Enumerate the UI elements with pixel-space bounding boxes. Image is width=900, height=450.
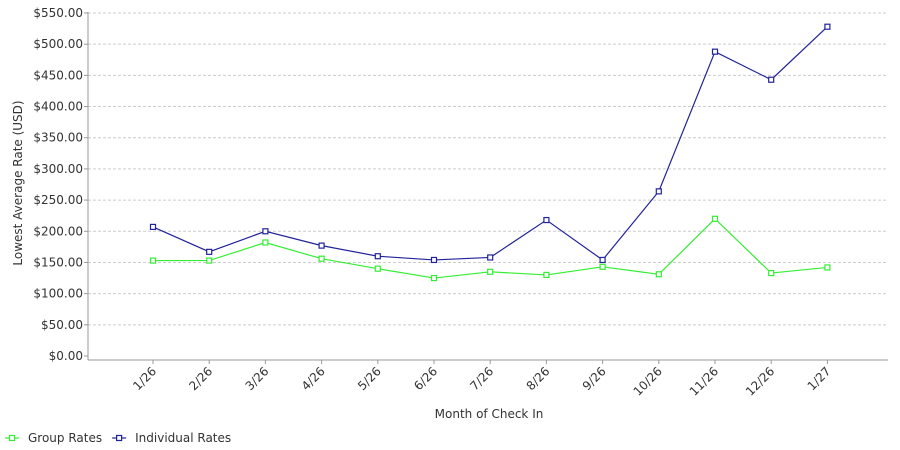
x-tick-label: 5/26 bbox=[355, 364, 384, 393]
y-tick-label: $150.00 bbox=[33, 255, 83, 269]
data-point-individual-rates bbox=[487, 254, 494, 261]
y-tick-label: $300.00 bbox=[33, 162, 83, 176]
x-tick-labels: 1/26 2/26 3/26 4/26 5/26 6/26 7/26 8/26 9/26 10/2… bbox=[130, 360, 834, 399]
x-tick-label: 8/26 bbox=[524, 364, 553, 393]
x-tick-label: 6/26 bbox=[411, 364, 440, 393]
x-tick-label: 7/26 bbox=[467, 364, 496, 393]
x-tick-label: 1/26 bbox=[130, 364, 159, 393]
legend: Group Rates Individual Rates bbox=[5, 431, 231, 445]
y-tick-label: $250.00 bbox=[33, 193, 83, 207]
data-point-group-rates bbox=[543, 271, 550, 279]
x-axis-label: Month of Check In bbox=[435, 407, 544, 421]
x-tick-label: 2/26 bbox=[186, 364, 215, 393]
data-point-group-rates bbox=[206, 257, 213, 264]
series-line-individual-rates bbox=[152, 26, 828, 261]
data-point-group-rates bbox=[711, 215, 719, 222]
y-tick-label: $200.00 bbox=[33, 224, 83, 238]
data-point-individual-rates bbox=[711, 48, 719, 55]
y-axis-label: Lowest Average Rate (USD) bbox=[11, 100, 25, 265]
data-point-group-rates bbox=[824, 264, 831, 271]
x-tick-label: 12/26 bbox=[743, 364, 777, 398]
x-tick-label: 4/26 bbox=[299, 364, 328, 393]
legend-label: Group Rates bbox=[28, 431, 102, 445]
data-point-individual-rates bbox=[206, 248, 213, 255]
data-point-individual-rates bbox=[655, 188, 662, 195]
legend-swatch-marker bbox=[8, 434, 16, 442]
x-tick-label: 1/27 bbox=[805, 364, 834, 393]
data-point-group-rates bbox=[318, 255, 325, 262]
legend-label: Individual Rates bbox=[135, 431, 231, 445]
y-tick-label: $0.00 bbox=[49, 349, 83, 363]
y-tick-labels: $0.00 $50.00 $100.00 $150.00 $200.00 $250.00 $… bbox=[33, 6, 88, 363]
x-tick-label: 11/26 bbox=[687, 364, 721, 398]
data-point-individual-rates bbox=[262, 228, 269, 235]
y-tick-label: $50.00 bbox=[41, 318, 83, 332]
data-point-individual-rates bbox=[149, 223, 157, 231]
data-point-group-rates bbox=[374, 265, 381, 272]
x-tick-label: 9/26 bbox=[580, 364, 609, 393]
series-group bbox=[149, 23, 831, 282]
data-point-group-rates bbox=[262, 239, 269, 246]
data-point-individual-rates bbox=[318, 242, 325, 249]
data-point-group-rates bbox=[655, 271, 662, 278]
legend-swatch-marker bbox=[116, 434, 123, 442]
legend-item-individual-rates: Individual Rates bbox=[112, 431, 231, 445]
y-tick-label: $100.00 bbox=[33, 287, 83, 301]
data-point-individual-rates bbox=[824, 23, 831, 30]
data-point-individual-rates bbox=[430, 256, 438, 264]
data-point-individual-rates bbox=[374, 253, 381, 260]
grid-lines bbox=[88, 12, 888, 326]
y-tick-label: $500.00 bbox=[33, 37, 83, 51]
data-point-individual-rates bbox=[543, 216, 550, 224]
data-point-group-rates bbox=[768, 269, 775, 277]
data-point-individual-rates bbox=[599, 256, 606, 264]
legend-item-group-rates: Group Rates bbox=[5, 431, 102, 445]
data-point-group-rates bbox=[487, 268, 494, 275]
y-tick-label: $350.00 bbox=[33, 131, 83, 145]
y-tick-label: $550.00 bbox=[33, 6, 83, 20]
y-tick-label: $450.00 bbox=[33, 68, 83, 82]
data-point-group-rates bbox=[599, 263, 606, 270]
axes bbox=[87, 12, 888, 361]
x-tick-label: 10/26 bbox=[631, 364, 665, 398]
data-point-group-rates bbox=[430, 274, 438, 282]
data-point-group-rates bbox=[149, 257, 157, 264]
y-tick-label: $400.00 bbox=[33, 100, 83, 114]
data-point-individual-rates bbox=[768, 76, 775, 83]
x-tick-label: 3/26 bbox=[243, 364, 272, 393]
